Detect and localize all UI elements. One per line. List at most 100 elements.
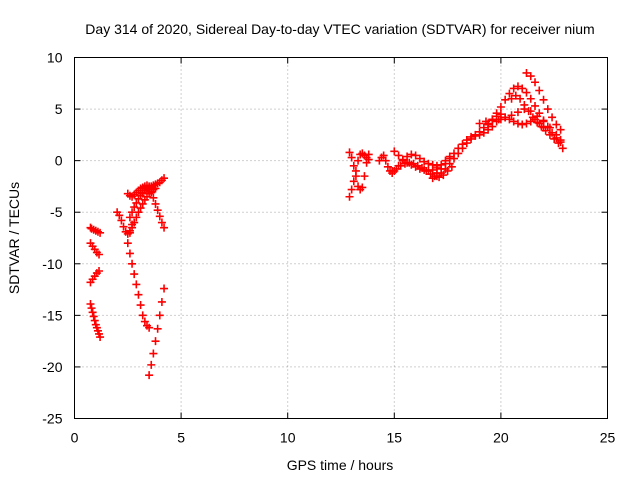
- data-point: [479, 128, 488, 137]
- data-point: [138, 199, 147, 208]
- data-point: [545, 130, 554, 139]
- data-point: [130, 203, 139, 212]
- data-point: [449, 149, 458, 158]
- data-point: [130, 218, 139, 227]
- data-point: [128, 223, 137, 232]
- data-point: [151, 184, 160, 193]
- x-tick-label: 20: [493, 430, 509, 446]
- data-point: [160, 174, 169, 183]
- y-tick-label: -15: [42, 307, 62, 323]
- data-point: [95, 267, 104, 276]
- data-point: [522, 88, 531, 97]
- data-point: [543, 105, 552, 114]
- data-point: [394, 151, 403, 160]
- data-point: [467, 132, 476, 141]
- series-arc1: [86, 223, 105, 237]
- data-point: [132, 198, 141, 207]
- data-point: [155, 311, 164, 320]
- series-arc13: [345, 149, 373, 201]
- data-point: [132, 280, 141, 289]
- data-point: [123, 239, 132, 248]
- data-point: [458, 140, 467, 149]
- data-point: [147, 360, 156, 369]
- data-point: [428, 165, 437, 174]
- series-arc18: [432, 122, 497, 178]
- series-arc3: [86, 267, 104, 287]
- y-tick-label: 5: [55, 101, 63, 117]
- data-point: [149, 349, 158, 358]
- data-point: [535, 119, 544, 128]
- data-point: [96, 228, 105, 237]
- data-point: [471, 131, 480, 140]
- data-point: [145, 371, 154, 380]
- y-tick-label: -5: [50, 204, 63, 220]
- data-point: [411, 151, 420, 160]
- data-point: [398, 155, 407, 164]
- data-point: [160, 284, 169, 293]
- data-point: [140, 317, 149, 326]
- data-point: [128, 259, 137, 268]
- y-axis-title: SDTVAR / TECUs: [6, 182, 22, 294]
- data-point: [351, 166, 360, 175]
- data-point: [130, 270, 139, 279]
- data-point: [415, 154, 424, 163]
- data-point: [153, 324, 162, 333]
- data-point: [345, 192, 354, 201]
- chart-title: Day 314 of 2020, Sidereal Day-to-day VTE…: [85, 21, 594, 37]
- data-point: [390, 147, 399, 156]
- data-point: [136, 204, 145, 213]
- data-point: [522, 68, 531, 77]
- data-point: [488, 116, 497, 125]
- data-point: [379, 151, 388, 160]
- data-point: [437, 164, 446, 173]
- data-point: [400, 159, 409, 168]
- data-point: [539, 95, 548, 104]
- data-point: [516, 94, 525, 103]
- data-point: [526, 94, 535, 103]
- data-point: [496, 103, 505, 112]
- plot-frame: [74, 57, 608, 419]
- data-point: [531, 101, 540, 110]
- data-point: [548, 113, 557, 122]
- data-point: [145, 323, 154, 332]
- data-point: [117, 216, 126, 225]
- data-point: [157, 297, 166, 306]
- data-point: [151, 199, 160, 208]
- data-points: [86, 68, 567, 380]
- data-point: [89, 312, 98, 321]
- data-point: [96, 333, 105, 342]
- data-point: [509, 117, 518, 126]
- data-point: [558, 144, 567, 153]
- data-point: [550, 134, 559, 143]
- data-point: [492, 117, 501, 126]
- series-arc8: [138, 184, 169, 232]
- series-arc2: [86, 239, 104, 259]
- data-point: [149, 193, 158, 202]
- data-point: [513, 82, 522, 91]
- data-point: [531, 115, 540, 124]
- data-point: [358, 183, 367, 192]
- data-point: [138, 311, 147, 320]
- data-point: [347, 185, 356, 194]
- data-point: [392, 164, 401, 173]
- data-point: [383, 162, 392, 171]
- data-point: [505, 115, 514, 124]
- data-point: [405, 158, 414, 167]
- data-point: [115, 211, 124, 220]
- data-point: [520, 100, 529, 109]
- data-point: [496, 115, 505, 124]
- data-point: [396, 161, 405, 170]
- data-point: [428, 174, 437, 183]
- data-point: [513, 119, 522, 128]
- data-point: [349, 161, 358, 170]
- data-point: [157, 218, 166, 227]
- data-point: [501, 95, 510, 104]
- data-point: [426, 170, 435, 179]
- series-arc10: [123, 239, 154, 332]
- data-point: [132, 213, 141, 222]
- y-tick-label: -25: [42, 411, 62, 427]
- data-point: [413, 161, 422, 170]
- data-point: [87, 304, 96, 313]
